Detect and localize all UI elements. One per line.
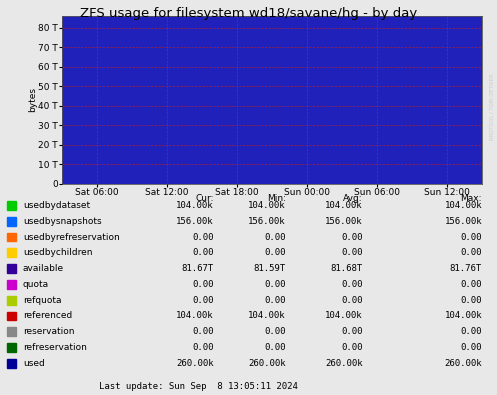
Text: 0.00: 0.00 xyxy=(264,343,286,352)
Y-axis label: bytes: bytes xyxy=(28,87,37,112)
Text: usedbydataset: usedbydataset xyxy=(23,201,90,210)
Text: 260.00k: 260.00k xyxy=(176,359,214,368)
Text: Avg:: Avg: xyxy=(343,194,363,203)
Text: 0.00: 0.00 xyxy=(264,233,286,241)
Text: Cur:: Cur: xyxy=(195,194,214,203)
Text: 0.00: 0.00 xyxy=(264,280,286,289)
Text: 0.00: 0.00 xyxy=(461,280,482,289)
Text: reservation: reservation xyxy=(23,327,75,336)
Text: 0.00: 0.00 xyxy=(192,327,214,336)
Text: refquota: refquota xyxy=(23,296,61,305)
Text: 0.00: 0.00 xyxy=(461,248,482,257)
Text: 0.00: 0.00 xyxy=(192,248,214,257)
Text: 104.00k: 104.00k xyxy=(444,312,482,320)
Text: usedbychildren: usedbychildren xyxy=(23,248,92,257)
Text: Min:: Min: xyxy=(267,194,286,203)
Text: used: used xyxy=(23,359,45,368)
Text: 0.00: 0.00 xyxy=(264,248,286,257)
Text: usedbysnapshots: usedbysnapshots xyxy=(23,217,101,226)
Text: RRDTOOL / TOBI OETIKER: RRDTOOL / TOBI OETIKER xyxy=(490,73,495,140)
Text: ZFS usage for filesystem wd18/savane/hg - by day: ZFS usage for filesystem wd18/savane/hg … xyxy=(80,7,417,20)
Text: available: available xyxy=(23,264,64,273)
Text: 104.00k: 104.00k xyxy=(176,312,214,320)
Text: quota: quota xyxy=(23,280,49,289)
Text: 0.00: 0.00 xyxy=(192,233,214,241)
Text: referenced: referenced xyxy=(23,312,72,320)
Text: 0.00: 0.00 xyxy=(461,296,482,305)
Text: 0.00: 0.00 xyxy=(341,280,363,289)
Text: 104.00k: 104.00k xyxy=(248,312,286,320)
Text: 81.68T: 81.68T xyxy=(331,264,363,273)
Text: usedbyrefreservation: usedbyrefreservation xyxy=(23,233,120,241)
Text: 104.00k: 104.00k xyxy=(444,201,482,210)
Text: 0.00: 0.00 xyxy=(461,343,482,352)
Text: 260.00k: 260.00k xyxy=(248,359,286,368)
Text: Max:: Max: xyxy=(461,194,482,203)
Text: 81.67T: 81.67T xyxy=(181,264,214,273)
Text: 0.00: 0.00 xyxy=(264,327,286,336)
Text: 104.00k: 104.00k xyxy=(325,312,363,320)
Text: 104.00k: 104.00k xyxy=(325,201,363,210)
Text: Last update: Sun Sep  8 13:05:11 2024: Last update: Sun Sep 8 13:05:11 2024 xyxy=(99,382,298,391)
Text: 0.00: 0.00 xyxy=(192,280,214,289)
Text: 156.00k: 156.00k xyxy=(444,217,482,226)
Text: 0.00: 0.00 xyxy=(461,327,482,336)
Text: 156.00k: 156.00k xyxy=(248,217,286,226)
Text: 260.00k: 260.00k xyxy=(325,359,363,368)
Text: 104.00k: 104.00k xyxy=(176,201,214,210)
Text: 0.00: 0.00 xyxy=(264,296,286,305)
Text: 0.00: 0.00 xyxy=(341,343,363,352)
Text: 156.00k: 156.00k xyxy=(176,217,214,226)
Text: 0.00: 0.00 xyxy=(192,343,214,352)
Text: 0.00: 0.00 xyxy=(341,233,363,241)
Text: 0.00: 0.00 xyxy=(192,296,214,305)
Text: 81.76T: 81.76T xyxy=(450,264,482,273)
Text: 0.00: 0.00 xyxy=(461,233,482,241)
Text: 0.00: 0.00 xyxy=(341,327,363,336)
Text: 81.59T: 81.59T xyxy=(253,264,286,273)
Text: refreservation: refreservation xyxy=(23,343,87,352)
Text: 260.00k: 260.00k xyxy=(444,359,482,368)
Text: 104.00k: 104.00k xyxy=(248,201,286,210)
Text: 156.00k: 156.00k xyxy=(325,217,363,226)
Text: 0.00: 0.00 xyxy=(341,296,363,305)
Text: 0.00: 0.00 xyxy=(341,248,363,257)
